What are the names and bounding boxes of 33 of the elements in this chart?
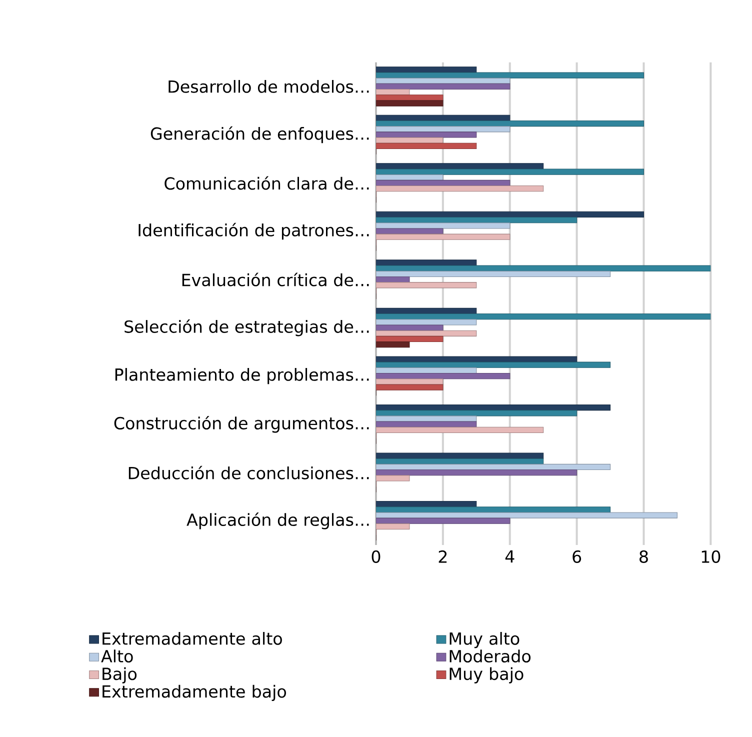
legend-label: Bajo (102, 667, 137, 684)
x-tick-label: 2 (438, 550, 447, 563)
y-tick-label: Evaluación crítica de… (182, 272, 369, 286)
legend-label: Extremadamente bajo (102, 684, 286, 701)
y-tick-label: Selección de estrategias de… (124, 319, 369, 336)
x-tick-label: 8 (640, 550, 648, 563)
y-tick-label: Comunicación clara de… (164, 176, 369, 190)
x-tick-label: 6 (572, 550, 582, 563)
x-tick-label: 4 (505, 550, 514, 563)
legend-label: Muy bajo (450, 667, 524, 684)
x-tick-label: 10 (702, 550, 720, 563)
y-tick-label: Generación de enfoques… (150, 126, 369, 144)
y-tick-label: Desarrollo de modelos… (168, 80, 369, 93)
legend-label: Extremadamente alto (102, 632, 282, 645)
y-tick-label: Deducción de conclusiones… (128, 466, 369, 480)
y-tick-label: Aplicación de reglas… (186, 512, 369, 530)
y-tick-label: Construcción de argumentos… (114, 416, 369, 433)
legend-label: Alto (101, 650, 133, 662)
bar (376, 222, 510, 229)
bar (376, 464, 611, 470)
bar (376, 126, 510, 132)
legend-label: Moderado (450, 650, 531, 662)
bar (376, 367, 477, 374)
bar (376, 319, 477, 326)
bar (376, 174, 444, 180)
bar (376, 270, 611, 277)
legend-label: Muy alto (450, 632, 520, 648)
bar (376, 512, 678, 518)
y-tick-label: Identificación de patrones… (138, 222, 369, 240)
y-tick-label: Planteamiento de problemas… (115, 368, 369, 384)
x-tick-label: 0 (372, 550, 380, 563)
bar (376, 416, 477, 422)
bar (376, 78, 510, 84)
